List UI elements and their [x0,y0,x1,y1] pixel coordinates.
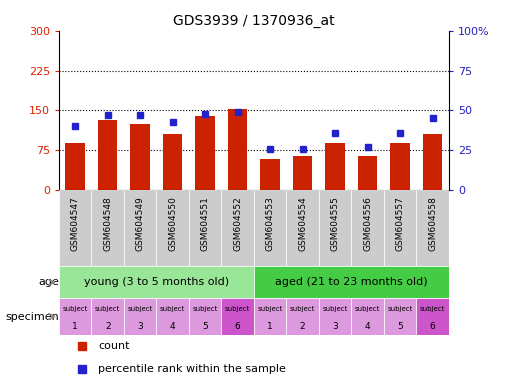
Bar [325,144,345,190]
Bar [124,298,156,334]
Text: GSM604548: GSM604548 [103,196,112,251]
Bar [228,109,247,190]
Text: 1: 1 [267,322,273,331]
Text: subject: subject [355,306,380,312]
Bar [417,190,449,266]
Bar [189,298,222,334]
Text: specimen: specimen [5,311,59,321]
Text: subject: subject [160,306,185,312]
Text: 5: 5 [397,322,403,331]
Bar [293,156,312,190]
Text: subject: subject [387,306,413,312]
Text: aged (21 to 23 months old): aged (21 to 23 months old) [275,277,428,287]
Bar [91,190,124,266]
Text: young (3 to 5 months old): young (3 to 5 months old) [84,277,229,287]
Text: subject: subject [192,306,218,312]
Bar [163,134,183,190]
Bar [319,298,351,334]
Bar [156,298,189,334]
Bar [98,119,117,190]
Bar [351,190,384,266]
Text: subject: subject [128,306,153,312]
Text: 4: 4 [170,322,175,331]
Text: 4: 4 [365,322,370,331]
Bar [286,298,319,334]
Bar [319,190,351,266]
Bar [417,298,449,334]
Text: age: age [38,277,59,287]
Text: GSM604549: GSM604549 [136,196,145,251]
Text: GSM604551: GSM604551 [201,196,210,251]
Bar [222,298,254,334]
Text: GSM604547: GSM604547 [71,196,80,251]
Text: GSM604557: GSM604557 [396,196,405,251]
Text: subject: subject [258,306,283,312]
Text: subject: subject [290,306,315,312]
Bar [189,190,222,266]
Text: GSM604556: GSM604556 [363,196,372,251]
Text: 3: 3 [332,322,338,331]
Text: GSM604552: GSM604552 [233,196,242,251]
Bar [261,159,280,190]
Bar [124,190,156,266]
Text: 2: 2 [300,322,305,331]
Bar [91,298,124,334]
Text: subject: subject [323,306,348,312]
Bar [59,266,254,298]
Bar [222,190,254,266]
Text: GSM604553: GSM604553 [266,196,274,251]
Text: 3: 3 [137,322,143,331]
Bar [384,190,417,266]
Bar [423,134,442,190]
Bar [66,144,85,190]
Text: 2: 2 [105,322,110,331]
Text: 5: 5 [202,322,208,331]
Bar [286,190,319,266]
Bar [156,190,189,266]
Bar [254,266,449,298]
Text: 6: 6 [430,322,436,331]
Text: 6: 6 [235,322,241,331]
Bar [130,124,150,190]
Bar [59,190,91,266]
Text: subject: subject [420,306,445,312]
Text: GSM604558: GSM604558 [428,196,437,251]
Bar [358,156,378,190]
Bar [59,298,91,334]
Text: 1: 1 [72,322,78,331]
Title: GDS3939 / 1370936_at: GDS3939 / 1370936_at [173,14,335,28]
Bar [254,298,286,334]
Text: subject: subject [95,306,121,312]
Bar [351,298,384,334]
Bar [195,116,215,190]
Text: GSM604550: GSM604550 [168,196,177,251]
Text: count: count [98,341,129,351]
Text: percentile rank within the sample: percentile rank within the sample [98,364,286,374]
Text: GSM604554: GSM604554 [298,196,307,251]
Text: GSM604555: GSM604555 [331,196,340,251]
Bar [254,190,286,266]
Text: subject: subject [225,306,250,312]
Bar [384,298,417,334]
Text: subject: subject [63,306,88,312]
Bar [390,144,410,190]
